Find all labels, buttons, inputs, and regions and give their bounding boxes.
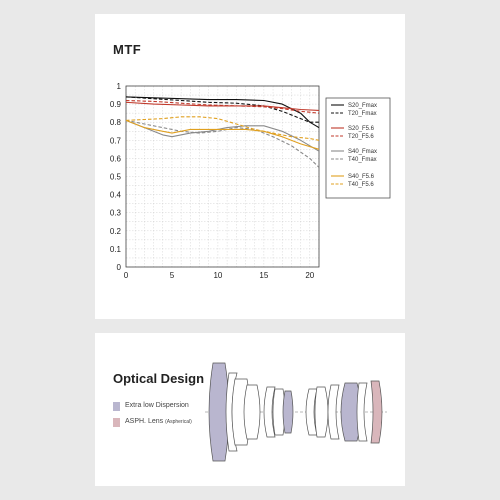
legend-label: T40_F5.6 [348, 182, 374, 188]
series-line-t20-fmax [125, 96, 319, 123]
mtf-title: MTF [113, 42, 142, 57]
lens-element [243, 384, 261, 440]
series-line-s40-fmax [125, 119, 320, 152]
y-tick-label: 0.1 [110, 245, 122, 254]
extra-low-dispersion-swatch [113, 402, 120, 411]
y-tick-label: 0.7 [110, 136, 122, 145]
x-tick-label: 5 [170, 271, 175, 280]
legend-label: S20_F5.6 [348, 126, 375, 132]
mtf-card: MTF 0 0.1 0.2 0.3 0.4 0.5 0.6 0.7 0.8 0.9 1 0 5 10 15 2… [95, 14, 405, 319]
series-line-s40-f5-6 [125, 119, 320, 150]
lens-element [356, 382, 368, 442]
y-tick-label: 0.2 [110, 227, 122, 236]
lens-element [263, 386, 276, 438]
asph-lens-label: ASPH. Lens [125, 418, 164, 425]
lens-ed-middle [282, 390, 294, 434]
extra-low-dispersion-label: Extra low Dispersion [125, 402, 189, 409]
y-tick-label: 0.9 [110, 100, 122, 109]
legend-label: T20_F5.6 [348, 134, 374, 140]
lens-element [327, 384, 340, 440]
legend-label: S40_F5.6 [348, 174, 375, 180]
mtf-chart: 00.10.20.30.40.50.60.70.80.910 5 10 15 20S20… [110, 82, 391, 280]
y-tick-label: 0.4 [110, 191, 122, 200]
lens-diagram [205, 362, 387, 462]
series-line-s20-fmax [125, 96, 320, 129]
lens-asph-rear [370, 380, 383, 444]
optical-design-card: Optical Design Extra low Dispersion ASPH… [95, 333, 405, 486]
series-line-t40-fmax [125, 119, 320, 168]
x-tick-label: 0 [124, 271, 129, 280]
legend-label: S40_Fmax [348, 149, 377, 155]
legend-label: S20_Fmax [348, 103, 377, 109]
optical-design-title: Optical Design [113, 371, 205, 386]
x-tick-label: 20 [305, 271, 314, 280]
lens-element [314, 386, 329, 438]
legend-label: T40_Fmax [348, 157, 377, 163]
legend-label: T20_Fmax [348, 111, 377, 117]
asph-lens-swatch [113, 418, 120, 427]
series-line-s20-f5-6 [125, 101, 320, 111]
x-tick-label: 15 [259, 271, 268, 280]
y-tick-label: 1 [117, 82, 122, 91]
y-tick-label: 0 [117, 263, 122, 272]
y-tick-label: 0.3 [110, 209, 122, 218]
series-line-t40-f5-6 [125, 116, 320, 141]
y-tick-label: 0.8 [110, 118, 122, 127]
plot-frame [125, 85, 320, 268]
y-tick-label: 0.6 [110, 154, 122, 163]
asph-lens-note: (Aspherical) [165, 419, 192, 425]
x-tick-label: 10 [213, 271, 222, 280]
series-line-t20-f5-6 [125, 99, 320, 114]
y-tick-label: 0.5 [110, 173, 122, 182]
legend-box [325, 97, 391, 199]
